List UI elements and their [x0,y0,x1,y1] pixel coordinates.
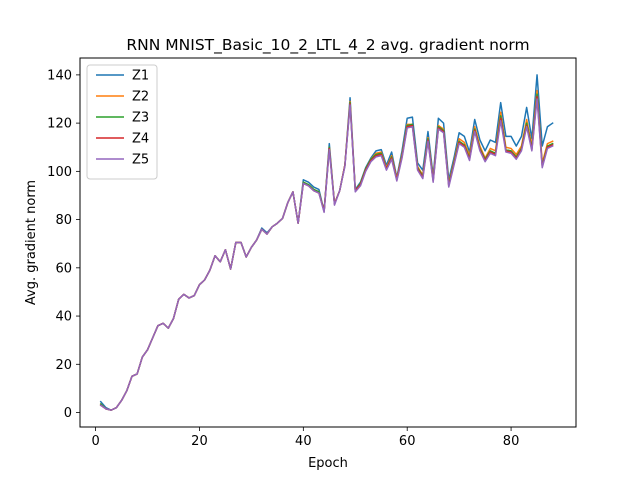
series-line-z5 [99,98,554,411]
plot-frame [79,57,577,428]
y-tick-label: 120 [47,117,72,132]
legend-label-z4: Z4 [132,132,149,147]
y-tick-label: 0 [64,406,72,421]
y-tick-label: 40 [55,310,72,325]
legend-box [86,64,158,180]
series-layer [99,74,554,411]
y-tick-label: 60 [55,261,72,276]
x-tick-label: 80 [503,434,520,449]
legend-label-z5: Z5 [132,153,149,168]
y-axis-title: Avg. gradient norm [24,180,39,305]
x-tick-label: 0 [91,434,99,449]
x-tick-label: 40 [295,434,312,449]
chart-title: RNN MNIST_Basic_10_2_LTL_4_2 avg. gradie… [126,36,529,55]
y-tick-label: 100 [47,165,72,180]
x-axis-ticks: 0 20 40 60 80 [91,427,519,449]
y-tick-label: 20 [55,358,72,373]
x-tick-label: 20 [191,434,208,449]
legend-label-z3: Z3 [132,111,149,126]
y-tick-label: 80 [55,213,72,228]
x-axis-title: Epoch [308,456,348,471]
y-axis-ticks: 0 20 40 60 80 100 120 140 [47,68,80,421]
y-tick-label: 140 [47,68,72,83]
x-tick-label: 60 [399,434,416,449]
legend: Z1 Z2 Z3 Z4 Z5 [86,64,158,180]
legend-label-z1: Z1 [132,69,149,84]
legend-label-z2: Z2 [132,90,149,105]
